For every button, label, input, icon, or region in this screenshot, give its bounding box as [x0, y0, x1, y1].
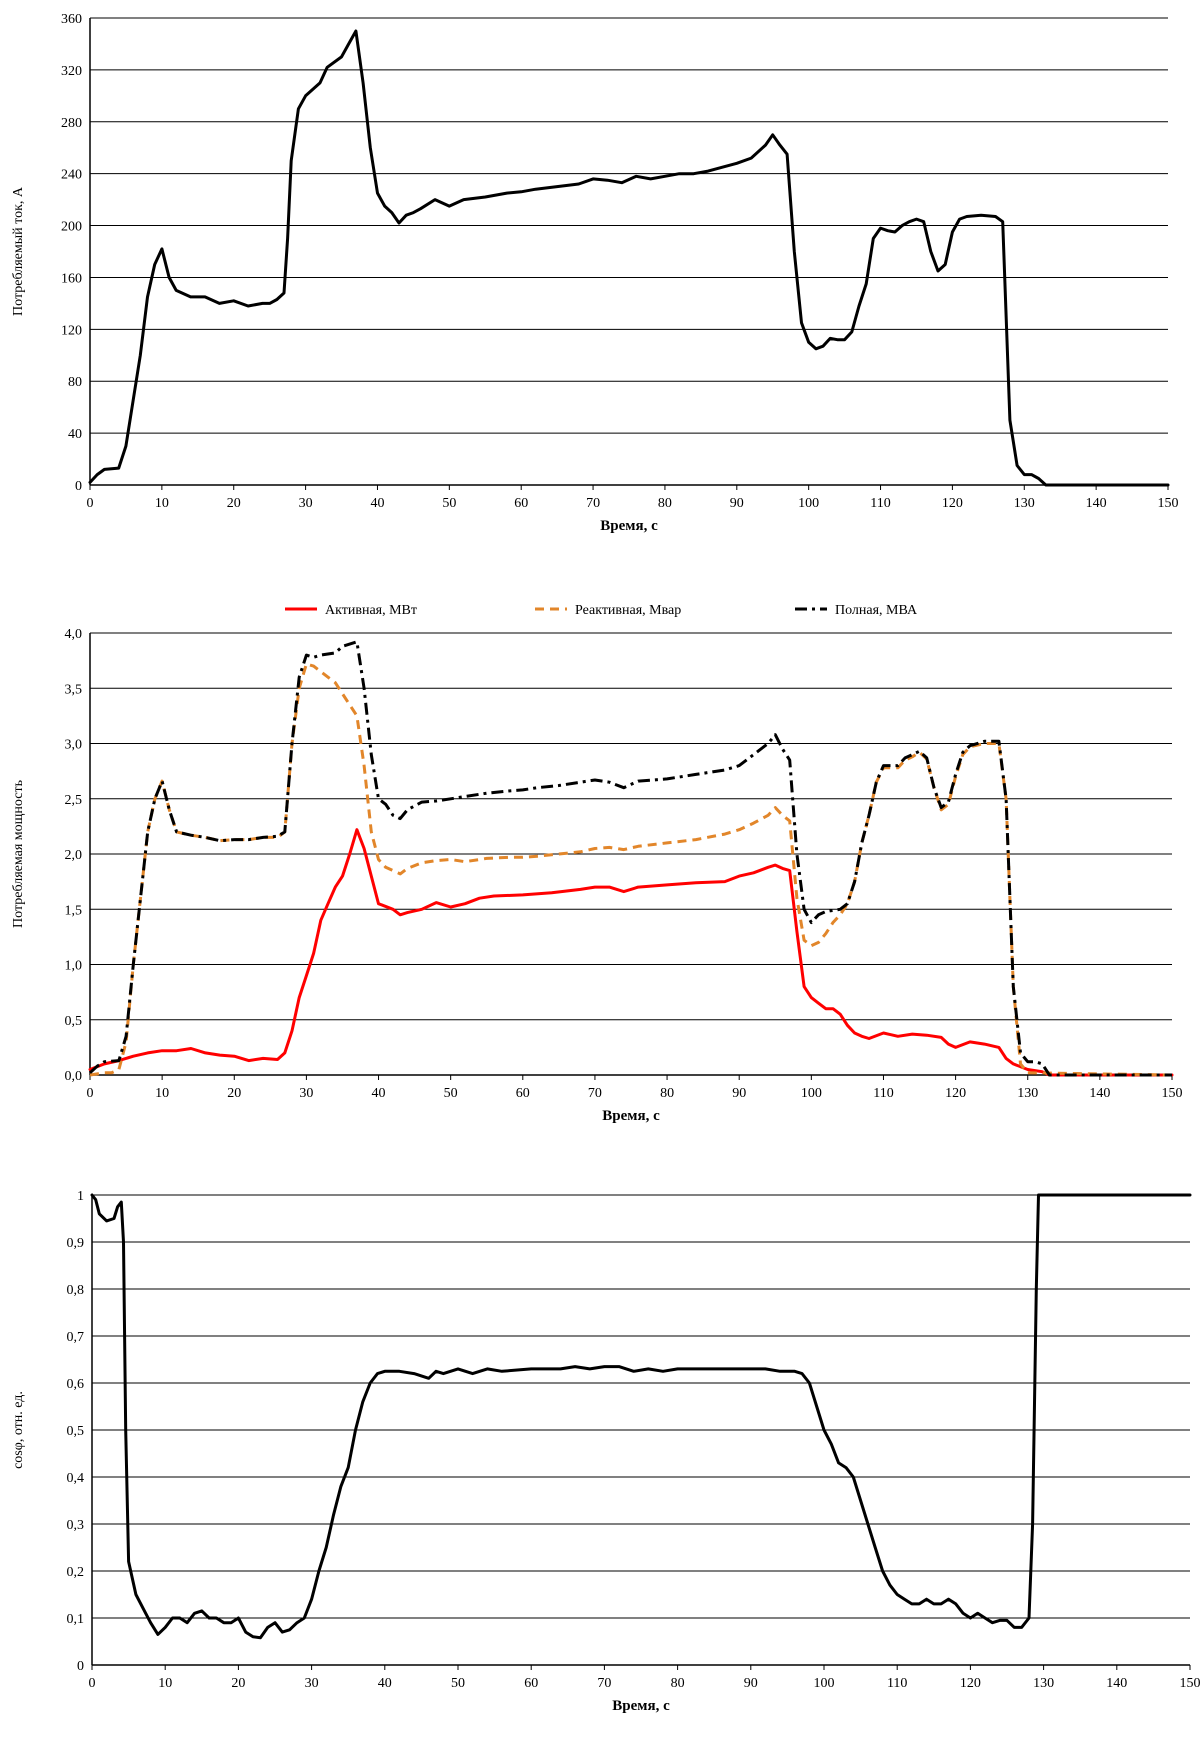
y-tick-label: 1 [77, 1189, 84, 1204]
cosphi-chart-svg: 00,10,20,30,40,50,60,70,80,910 10 20 30 40 50… [11, 1189, 1201, 1714]
x-tick-label: 60 [514, 496, 528, 511]
y-tick-label: 1,5 [65, 903, 83, 918]
y-tick-label: 320 [61, 64, 82, 79]
x-tick-label: 60 [516, 1086, 530, 1101]
series-line-0 [90, 1193, 1192, 1640]
y-tick-label: 0,3 [67, 1518, 85, 1533]
x-tick-label: 120 [960, 1676, 981, 1691]
y-tick-label: 80 [68, 375, 82, 390]
x-tick-label: 60 [524, 1676, 538, 1691]
x-tick-label: 90 [744, 1676, 758, 1691]
x-tick-label: 110 [887, 1676, 907, 1691]
series-line-0 [88, 29, 1170, 487]
y-tick-label: 200 [61, 220, 82, 235]
y-tick-label: 240 [61, 168, 82, 183]
y-tick-label: 4,0 [65, 627, 83, 642]
x-tick-label: 20 [227, 496, 241, 511]
y-tick-label: 0,0 [65, 1069, 83, 1084]
x-tick-label: 70 [588, 1086, 602, 1101]
current-chart: 0 40 80 120 160 200 240 280 320 360 0 10 20 30 40 50 60 7… [0, 0, 1203, 560]
x-tick-label: 110 [870, 496, 890, 511]
x-tick-label: 80 [658, 496, 672, 511]
x-tick-label: 50 [451, 1676, 465, 1691]
x-axis-label: Время, с [612, 1698, 670, 1714]
y-axis-label: Потребляемый ток, А [11, 186, 26, 316]
x-tick-label: 0 [89, 1676, 96, 1691]
cosphi-chart: 0 0,1 0,2 0,3 0,4 0,5 0,6 0,7 0,8 0,9 1 0 10 20 30 40 50… [0, 1160, 1203, 1735]
x-tick-label: 90 [732, 1086, 746, 1101]
y-tick-label: 0,9 [67, 1236, 85, 1251]
legend-label: Полная, МВА [835, 603, 918, 618]
x-tick-label: 90 [730, 496, 744, 511]
x-tick-label: 140 [1089, 1086, 1110, 1101]
x-tick-label: 40 [378, 1676, 392, 1691]
y-tick-label: 160 [61, 271, 82, 286]
y-tick-label: 2,0 [65, 848, 83, 863]
y-tick-label: 0,7 [67, 1330, 85, 1345]
x-tick-label: 40 [372, 1086, 386, 1101]
y-axis-label: Потребляемая мощность [11, 780, 26, 928]
x-tick-label: 70 [586, 496, 600, 511]
x-tick-label: 70 [597, 1676, 611, 1691]
y-tick-label: 0,8 [67, 1283, 85, 1298]
x-axis-label: Время, с [600, 518, 658, 534]
power-chart: 0,0 0,5 1,0 1,5 2,0 2,5 3,0 3,5 4,0 0 10 20 30 40 50 60… [0, 595, 1203, 1140]
y-tick-label: 0,2 [67, 1565, 85, 1580]
x-tick-label: 150 [1158, 496, 1179, 511]
x-tick-label: 30 [299, 1086, 313, 1101]
x-tick-label: 80 [660, 1086, 674, 1101]
x-tick-label: 100 [814, 1676, 835, 1691]
x-tick-label: 20 [231, 1676, 245, 1691]
x-tick-label: 10 [155, 496, 169, 511]
y-tick-label: 280 [61, 116, 82, 131]
x-tick-label: 20 [227, 1086, 241, 1101]
y-tick-label: 0,5 [65, 1014, 83, 1029]
series-line-2 [88, 640, 1172, 1077]
x-tick-label: 130 [1014, 496, 1035, 511]
x-tick-label: 130 [1017, 1086, 1038, 1101]
x-tick-label: 50 [442, 496, 456, 511]
x-tick-label: 140 [1106, 1676, 1127, 1691]
x-tick-label: 150 [1180, 1676, 1201, 1691]
x-tick-label: 40 [370, 496, 384, 511]
y-tick-label: 40 [68, 427, 82, 442]
y-tick-label: 0,5 [67, 1424, 85, 1439]
series-line-1 [89, 662, 1173, 1077]
x-tick-label: 10 [158, 1676, 172, 1691]
x-tick-label: 0 [87, 1086, 94, 1101]
y-tick-label: 1,0 [65, 959, 83, 974]
x-tick-label: 120 [942, 496, 963, 511]
series-line-0 [88, 828, 1174, 1077]
y-tick-label: 0 [77, 1659, 84, 1674]
y-tick-label: 120 [61, 323, 82, 338]
current-chart-svg: 0 40 80 120 160 200 240 280 320 360 0 10 20 30 40 50 60 7… [11, 12, 1179, 534]
y-tick-label: 0 [75, 479, 82, 494]
x-tick-label: 0 [87, 496, 94, 511]
y-axis-label: cosφ, отн. ед. [11, 1391, 26, 1469]
y-tick-label: 360 [61, 12, 82, 27]
x-tick-label: 50 [444, 1086, 458, 1101]
x-tick-label: 110 [873, 1086, 893, 1101]
x-tick-label: 130 [1033, 1676, 1054, 1691]
y-tick-label: 3,5 [65, 682, 83, 697]
y-tick-label: 3,0 [65, 738, 83, 753]
x-tick-label: 30 [299, 496, 313, 511]
y-tick-label: 0,1 [67, 1612, 85, 1627]
y-tick-label: 0,6 [67, 1377, 85, 1392]
power-chart-svg: 0,0 0,5 1,0 1,5 2,0 2,5 3,0 3,5 4,0 0 10 20 30 40 50 60… [11, 603, 1183, 1124]
y-tick-label: 2,5 [65, 793, 83, 808]
x-tick-label: 150 [1162, 1086, 1183, 1101]
x-tick-label: 100 [798, 496, 819, 511]
x-tick-label: 140 [1086, 496, 1107, 511]
x-tick-label: 120 [945, 1086, 966, 1101]
y-tick-label: 0,4 [67, 1471, 85, 1486]
x-tick-label: 100 [801, 1086, 822, 1101]
x-tick-label: 80 [671, 1676, 685, 1691]
x-tick-label: 30 [305, 1676, 319, 1691]
x-axis-label: Время, с [602, 1108, 660, 1124]
legend-label: Реактивная, Мвар [575, 603, 681, 618]
x-tick-label: 10 [155, 1086, 169, 1101]
legend-label: Активная, МВт [325, 603, 417, 618]
